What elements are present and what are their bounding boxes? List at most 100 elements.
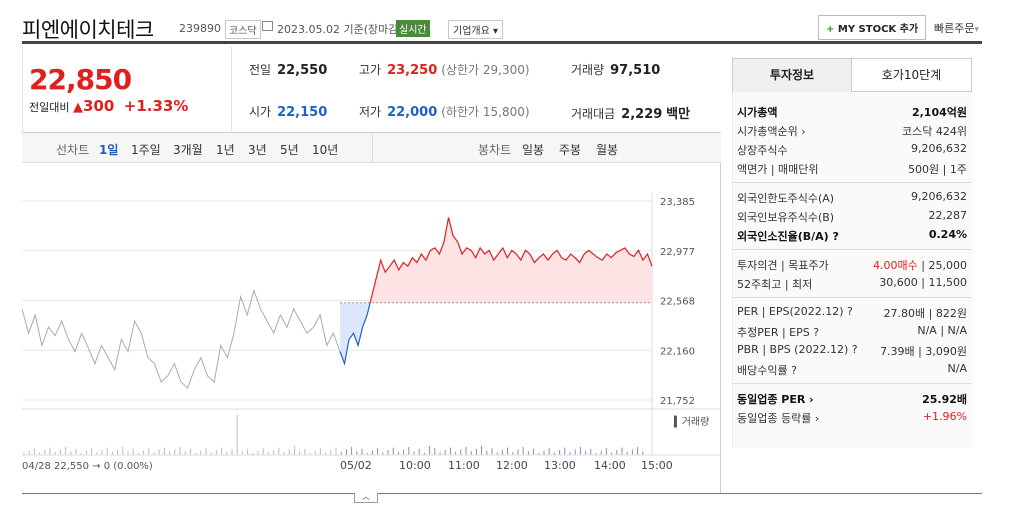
invest-row-value: 4.00매수 | 25,000 [873, 257, 967, 273]
tab-3m[interactable]: 3개월 [173, 143, 203, 157]
invest-row-label: 외국인소진율(B/A) ? [737, 230, 839, 243]
invest-row-label: 투자의견 | 목표주가 [737, 259, 829, 272]
tab-daily[interactable]: 일봉 [522, 143, 545, 157]
invest-row-label: PER | EPS(2022.12) ? [737, 305, 853, 318]
divider [372, 133, 373, 163]
price-summary: 22,850 전일대비 ▲300 +1.33% 전일 22,550 고가 23,25… [22, 47, 721, 133]
y-tick-label: 22,568 [660, 297, 695, 308]
change-amount: 300 [82, 97, 115, 115]
lower-limit: (하한가 15,800) [441, 105, 530, 119]
invest-row-value: 27.80배 | 822원 [883, 307, 967, 320]
stock-code: 239890 [179, 22, 221, 35]
stat-value: 22,000 [387, 105, 438, 120]
divider [231, 47, 232, 133]
invest-row-value: 코스닥 424위 [902, 125, 967, 138]
sector-rate-row[interactable]: 동일업종 등락률 › +1.96% [737, 410, 967, 428]
invest-row-label: PBR | BPS (2022.12) ? [737, 343, 858, 356]
stat-label: 고가 [359, 63, 382, 77]
tab-invest-info[interactable]: 투자정보 [732, 58, 852, 92]
invest-row: 외국인소진율(B/A) ? 0.24% [737, 228, 967, 246]
invest-row: 투자의견 | 목표주가 4.00매수 | 25,000 [737, 257, 967, 275]
price-change: 전일대비 ▲300 +1.33% [29, 97, 188, 115]
divider [732, 182, 972, 183]
tab-1y[interactable]: 1년 [216, 143, 235, 157]
invest-row-label: 배당수익률 ? [737, 364, 797, 377]
stat-open: 시가 22,150 [249, 103, 327, 120]
stat-value: 97,510 [610, 63, 661, 78]
tab-3y[interactable]: 3년 [248, 143, 267, 157]
period-tabs: 선차트 1일 1주일 3개월 1년 3년 5년 10년 봉차트 일봉 주봉 월봉 [22, 133, 721, 163]
invest-row-label: 시가총액순위 › [737, 125, 806, 138]
invest-row: 액면가 | 매매단위 500원 | 1주 [737, 161, 967, 179]
calendar-icon [262, 21, 273, 31]
market-badge: 코스닥 [225, 20, 261, 39]
series-line-prev [21, 288, 341, 389]
invest-row-label: 상장주식수 [737, 144, 788, 157]
stock-header: 피엔에이치테크 239890 코스닥 2023.05.02 기준(장마감) 실시… [22, 10, 982, 44]
quick-order-label: 빠른주문 [934, 22, 975, 35]
invest-row-label: 액면가 | 매매단위 [737, 163, 819, 176]
invest-row-label: 시가총액 [737, 106, 778, 119]
invest-row-value: 22,287 [928, 209, 968, 222]
tab-1w[interactable]: 1주일 [131, 143, 161, 157]
invest-row-value: 9,206,632 [911, 190, 967, 203]
tab-1d[interactable]: 1일 [99, 143, 119, 157]
invest-row: 외국인한도주식수(A) 9,206,632 [737, 190, 967, 208]
stat-low: 저가 22,000 (하한가 15,800) [359, 103, 530, 120]
tab-weekly[interactable]: 주봉 [559, 143, 582, 157]
plus-icon: + [826, 24, 835, 35]
sector-per-row[interactable]: 동일업종 PER › 25.92배 [737, 391, 967, 409]
stat-value: 22,550 [277, 63, 328, 78]
intraday-chart[interactable]: 23,385 22,977 22,568 22,160 21,752 ▍거래량 05/02 1… [21, 163, 721, 493]
divider [732, 297, 972, 298]
invest-row-value: N/A | N/A [917, 324, 967, 337]
divider [732, 249, 972, 250]
upper-limit: (상한가 29,300) [441, 63, 530, 77]
invest-row-value: 30,600 | 11,500 [879, 276, 967, 289]
stock-name: 피엔에이치테크 [22, 18, 154, 42]
quote-basis: 기준(장마감) [343, 23, 403, 36]
invest-row-label: 52주최고 | 최저 [737, 278, 813, 291]
stat-amount: 거래대금 2,229 백만 [571, 103, 690, 122]
invest-row-value: 500원 | 1주 [908, 163, 967, 176]
invest-row: 추정PER | EPS ? N/A | N/A [737, 324, 967, 342]
stat-label: 거래대금 [571, 107, 616, 121]
current-price: 22,850 [29, 63, 132, 96]
invest-row-value: 2,104억원 [911, 106, 967, 119]
tab-10y[interactable]: 10년 [312, 143, 339, 157]
invest-tabs: 투자정보 호가10단계 [732, 58, 972, 92]
chart-svg[interactable]: 23,385 22,977 22,568 22,160 21,752 ▍거래량 05/02 1… [21, 163, 721, 493]
invest-row-value: N/A [947, 362, 967, 375]
my-stock-add-label: MY STOCK 추가 [837, 24, 919, 35]
candle-chart-label: 봉차트 [478, 143, 512, 157]
quick-order-link[interactable]: 빠른주문▾ [934, 20, 979, 36]
y-tick-label: 23,385 [660, 197, 695, 208]
stat-label: 거래량 [571, 63, 605, 77]
x-tick-label: 10:00 [399, 459, 431, 472]
stat-label: 시가 [249, 105, 272, 119]
series-line-up [369, 217, 653, 303]
tab-orderbook[interactable]: 호가10단계 [851, 58, 972, 92]
up-arrow-icon: ▲ [72, 100, 83, 115]
chevron-up-icon[interactable]: ︿ [354, 493, 378, 503]
tab-monthly[interactable]: 월봉 [596, 143, 619, 157]
chevron-down-icon: ▾ [493, 26, 499, 37]
change-percent: +1.33% [123, 97, 189, 115]
invest-row: 52주최고 | 최저 30,600 | 11,500 [737, 276, 967, 294]
tab-5y[interactable]: 5년 [280, 143, 299, 157]
my-stock-add-button[interactable]: + MY STOCK 추가 [818, 15, 927, 40]
invest-row-label: 외국인보유주식수(B) [737, 211, 835, 224]
invest-row-value: 25.92배 [922, 393, 967, 406]
stat-label: 저가 [359, 105, 382, 119]
stat-label: 전일 [249, 63, 272, 77]
stat-volume: 거래량 97,510 [571, 61, 660, 78]
opinion-value: 4.00매수 [873, 259, 918, 272]
realtime-badge[interactable]: 실시간 [396, 20, 430, 37]
x-tick-label: 11:00 [448, 459, 480, 472]
change-label: 전일대비 [29, 101, 70, 114]
invest-row-label: 외국인한도주식수(A) [737, 192, 835, 205]
company-info-dropdown[interactable]: 기업개요 ▾ [448, 20, 504, 39]
stat-value: 23,250 [387, 63, 438, 78]
volume-label: ▍거래량 [673, 415, 709, 428]
invest-row: 시가총액순위 › 코스닥 424위 [737, 123, 967, 141]
